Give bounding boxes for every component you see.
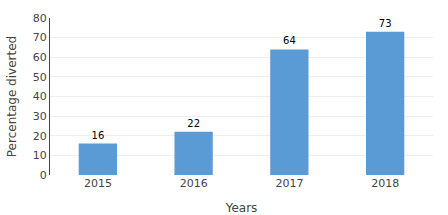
svg-text:10: 10 — [33, 149, 47, 162]
svg-text:40: 40 — [33, 90, 47, 103]
svg-text:70: 70 — [33, 31, 47, 44]
svg-text:0: 0 — [40, 169, 47, 182]
svg-text:30: 30 — [33, 110, 47, 123]
svg-text:Years: Years — [225, 201, 258, 215]
svg-text:2017: 2017 — [275, 177, 303, 190]
svg-text:60: 60 — [33, 51, 47, 64]
svg-text:73: 73 — [379, 18, 392, 29]
svg-text:50: 50 — [33, 71, 47, 84]
svg-text:20: 20 — [33, 130, 47, 143]
svg-text:16: 16 — [92, 130, 105, 141]
svg-text:80: 80 — [33, 12, 47, 25]
svg-text:2018: 2018 — [371, 177, 399, 190]
svg-text:64: 64 — [283, 35, 296, 46]
svg-text:2015: 2015 — [84, 177, 112, 190]
svg-text:22: 22 — [187, 118, 200, 129]
svg-text:Percentage diverted: Percentage diverted — [5, 36, 19, 157]
svg-text:2016: 2016 — [180, 177, 208, 190]
